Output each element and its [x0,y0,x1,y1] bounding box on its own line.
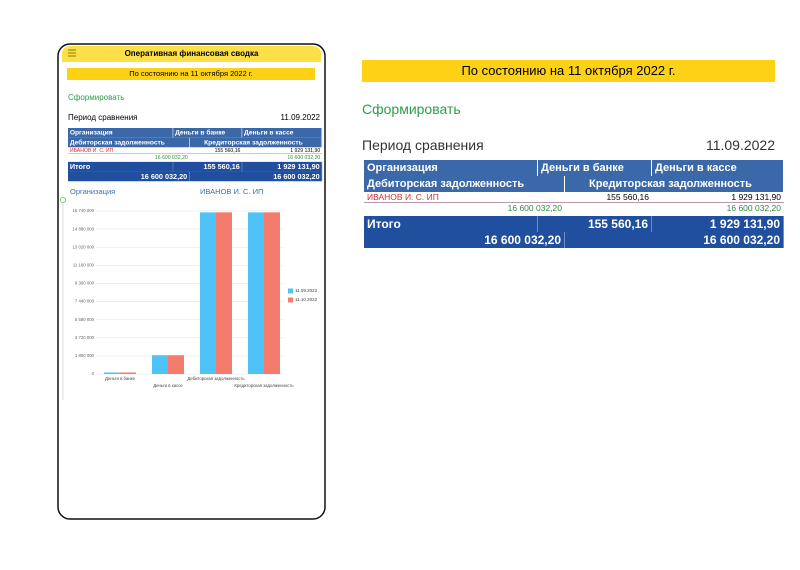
y-tick-label: 5 580 000 [75,317,95,322]
y-tick-label: 0 [92,371,95,376]
legend-label: 11.09.2022 [295,288,318,293]
filter-value[interactable]: ИВАНОВ И. С. ИП [200,187,264,196]
y-tick-label: 1 860 000 [75,353,95,358]
bar [248,212,264,374]
form-button[interactable]: Сформировать [68,93,125,102]
table-cell: Деньги в кассе [652,160,784,176]
table-cell: Деньги в банке [538,160,652,176]
table-row: ИВАНОВ И. С. ИП 155 560,16 1 929 131,90 [68,147,323,155]
table-cell: 16 600 032,20 [364,232,565,248]
app-bar [62,45,321,62]
table-cell: Итого [364,216,538,232]
table-cell: Дебиторская задолженность [364,176,565,192]
legend-swatch [288,288,293,294]
menu-icon[interactable] [68,49,76,57]
table-row: Итого 155 560,16 1 929 131,90 [364,216,784,232]
y-tick-label: 11 160 000 [73,262,95,267]
table-cell: ИВАНОВ И. С. ИП [364,192,538,203]
y-tick-label: 16 740 000 [72,208,94,213]
table-cell: 16 600 032,20 [68,171,190,182]
app-title: Оперативная финансовая сводка [124,49,259,58]
date-banner: По состоянию на 11 октября 2022 г. [67,68,315,80]
table-row: 16 600 032,20 16 600 032,20 [364,203,784,214]
table-cell: 16 600 032,20 [189,154,323,161]
table-cell: Организация [364,160,538,176]
legend-label: 11.10.2022 [295,297,318,302]
period-label: Период сравнения [68,113,138,122]
period-value: 11.09.2022 [705,137,775,153]
table-cell: Организация [68,128,174,138]
x-tick-label: Деньги в кассе [153,383,183,388]
bar [216,212,232,374]
table-row: Итого 155 560,16 1 929 131,90 [68,161,323,172]
table-cell: Дебиторская задолженность [68,137,190,148]
x-tick-label: Дебиторская задолженность [187,376,245,381]
period-value: 11.09.2022 [280,113,320,122]
bar [200,212,216,374]
table-row: Организация Деньги в банке Деньги в кассе [364,160,784,176]
bar [168,355,184,374]
bar [104,372,120,374]
y-tick-label: 13 020 000 [72,244,94,249]
form-button[interactable]: Сформировать [362,101,461,117]
x-tick-label: Кредиторская задолженность [234,383,294,388]
table-cell: Деньги в банке [173,128,243,138]
table-cell: 155 560,16 [173,147,243,155]
table-row: 16 600 032,20 16 600 032,20 [68,171,323,182]
table-cell: ИВАНОВ И. С. ИП [68,147,174,155]
bar [264,212,280,374]
filter-label: Организация [70,187,116,196]
table-row: Дебиторская задолженность Кредиторская за… [364,176,784,192]
legend-swatch [288,297,293,303]
date-banner: По состоянию на 11 октября 2022 г. [362,60,775,82]
bar [120,372,136,374]
table-cell: Кредиторская задолженность [565,176,784,192]
table-cell: 16 600 032,20 [364,203,565,214]
y-tick-label: 3 720 000 [75,335,95,340]
y-tick-label: 14 880 000 [72,226,94,231]
table-cell: 16 600 032,20 [565,203,784,214]
table-cell: Итого [68,161,174,172]
table-cell: Кредиторская задолженность [189,137,323,148]
period-label: Период сравнения [362,137,484,153]
x-tick-label: Деньги в банке [105,376,136,381]
table-row: Дебиторская задолженность Кредиторская за… [68,137,323,148]
table-row: 16 600 032,20 16 600 032,20 [364,232,784,248]
table-cell: 155 560,16 [173,161,243,172]
table-cell: 1 929 131,90 [652,192,784,203]
table-row: 16 600 032,20 16 600 032,20 [68,154,323,161]
table-cell: 16 600 032,20 [565,232,784,248]
table-cell: 1 929 131,90 [242,147,323,155]
y-tick-label: 7 440 000 [75,299,95,304]
table-row: Организация Деньги в банке Деньги в кассе [68,128,323,138]
table-cell: 16 600 032,20 [189,171,323,182]
chart-handle [60,197,66,203]
summary-table: Организация Деньги в банке Деньги в кассе Д… [68,128,323,182]
summary-table: Организация Деньги в банке Деньги в кассе Д… [364,160,784,248]
table-cell: 1 929 131,90 [242,161,323,172]
table-row: ИВАНОВ И. С. ИП 155 560,16 1 929 131,90 [364,192,784,203]
table-cell: 155 560,16 [538,216,652,232]
bar [152,355,168,374]
table-cell: Деньги в кассе [242,128,323,138]
table-cell: 1 929 131,90 [652,216,784,232]
table-cell: 16 600 032,20 [68,154,190,161]
table-cell: 155 560,16 [538,192,652,203]
y-tick-label: 9 300 000 [75,281,95,286]
